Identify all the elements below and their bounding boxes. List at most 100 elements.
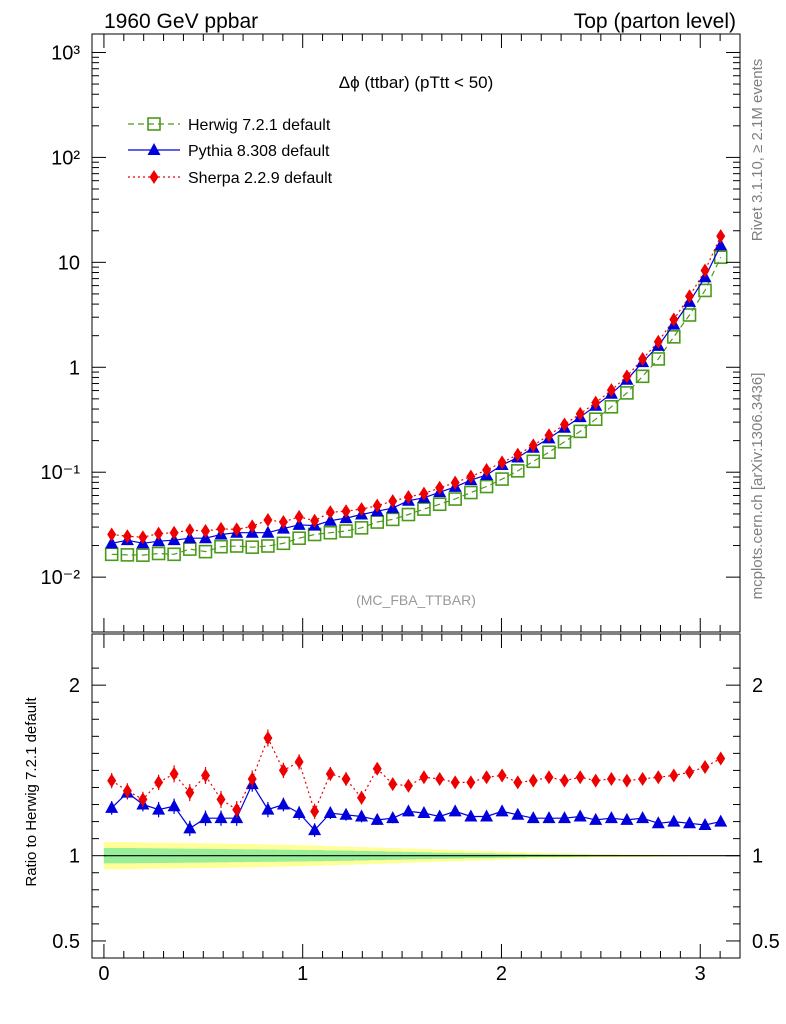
main-data-layer — [104, 229, 728, 562]
data-point — [341, 504, 351, 519]
data-point — [700, 263, 710, 278]
data-point — [638, 351, 648, 366]
ratio-point — [620, 812, 634, 825]
data-point — [229, 539, 244, 553]
ratio-point — [183, 821, 197, 834]
series-line-2 — [111, 235, 722, 538]
main-y-tick-label: 10 — [58, 252, 80, 274]
data-point — [620, 386, 634, 400]
ratio-point — [651, 816, 665, 829]
data-point — [542, 445, 556, 460]
ratio-point — [247, 771, 257, 786]
ratio-point — [450, 775, 460, 790]
ratio-point — [292, 806, 306, 819]
ratio-y-tick-label: 1 — [69, 846, 80, 868]
data-point — [513, 447, 523, 462]
ratio-x-tick-label: 3 — [695, 963, 706, 985]
ratio-point — [232, 802, 242, 817]
ratio-frame — [91, 633, 741, 959]
data-point — [606, 383, 616, 398]
ratio-point — [388, 777, 398, 792]
data-point — [169, 525, 179, 540]
ratio-point — [669, 768, 679, 783]
data-point — [685, 289, 695, 304]
ratio-point — [528, 773, 538, 788]
ratio-y-tick-label-right: 1 — [752, 846, 763, 868]
ratio-x-tick-label: 2 — [496, 963, 507, 985]
data-point — [185, 523, 195, 538]
data-point — [122, 529, 132, 544]
data-point — [591, 395, 601, 410]
data-point — [198, 544, 213, 559]
data-point — [528, 438, 538, 453]
ratio-point — [216, 792, 226, 807]
ratio-point — [589, 812, 603, 825]
ratio-point — [198, 811, 212, 824]
data-point — [667, 330, 681, 344]
ratio-point — [185, 785, 195, 800]
mc-analysis-label: (MC_FBA_TTBAR) — [356, 592, 476, 608]
main-y-tick-label: 1 — [69, 357, 80, 379]
main-frame — [91, 33, 741, 633]
main-panel: 10⁻² 10⁻¹ 1 10 10² 10³ Δϕ (ttbar) (pTtt < 50)… — [41, 33, 741, 633]
main-y-ticks: 10⁻² 10⁻¹ 1 10 10² 10³ — [41, 34, 740, 632]
ratio-point — [435, 771, 445, 786]
data-point — [557, 434, 572, 449]
ratio-point — [495, 804, 509, 817]
data-point — [653, 334, 663, 349]
data-point — [151, 546, 166, 561]
legend-label: Herwig 7.2.1 default — [188, 117, 331, 134]
ratio-point — [622, 773, 632, 788]
ratio-point — [417, 806, 431, 819]
data-point — [232, 522, 242, 537]
data-point — [466, 469, 476, 484]
data-point — [575, 406, 585, 421]
ratio-y-tick-label-right: 2 — [752, 675, 763, 697]
ratio-point — [107, 773, 117, 788]
data-point — [432, 497, 447, 512]
data-point — [120, 548, 135, 562]
ratio-point — [513, 775, 523, 790]
ratio-point — [386, 811, 400, 824]
data-point — [138, 530, 148, 545]
data-point — [479, 479, 494, 494]
ratio-point — [419, 770, 429, 785]
data-point — [482, 462, 492, 477]
data-point — [339, 524, 353, 538]
data-point — [372, 498, 382, 513]
ratio-point — [683, 816, 697, 829]
data-point — [276, 536, 291, 551]
data-point — [294, 509, 304, 524]
ratio-point — [573, 809, 587, 822]
data-point — [401, 507, 416, 522]
ratio-point — [357, 790, 367, 805]
data-point — [136, 548, 150, 562]
ratio-y-tick-label: 0.5 — [52, 931, 80, 953]
data-point — [310, 513, 320, 528]
data-point — [357, 502, 367, 517]
series-line-0 — [111, 256, 722, 556]
ratio-line-0 — [111, 782, 721, 831]
ratio-point — [482, 770, 492, 785]
ratio-point — [636, 811, 650, 824]
ratio-point — [466, 775, 476, 790]
ratio-data-layer — [103, 729, 740, 870]
ratio-point — [497, 768, 507, 783]
ratio-point — [154, 775, 164, 790]
ratio-point — [464, 809, 478, 822]
ratio-point — [325, 766, 335, 781]
data-point — [216, 521, 226, 536]
ratio-point — [339, 807, 353, 820]
header-left: 1960 GeV ppbar — [104, 10, 258, 33]
ratio-point — [276, 797, 290, 810]
ratio-line-1 — [111, 736, 721, 814]
ratio-point — [653, 770, 663, 785]
ratio-point — [685, 765, 695, 780]
ratio-point — [557, 811, 571, 824]
ratio-ticks: 0.5 0.5 1 1 2 2 0 1 2 3 — [52, 634, 780, 985]
ratio-point — [700, 760, 710, 775]
ratio-point — [448, 804, 462, 817]
data-point — [669, 312, 679, 327]
ratio-point — [152, 802, 166, 815]
